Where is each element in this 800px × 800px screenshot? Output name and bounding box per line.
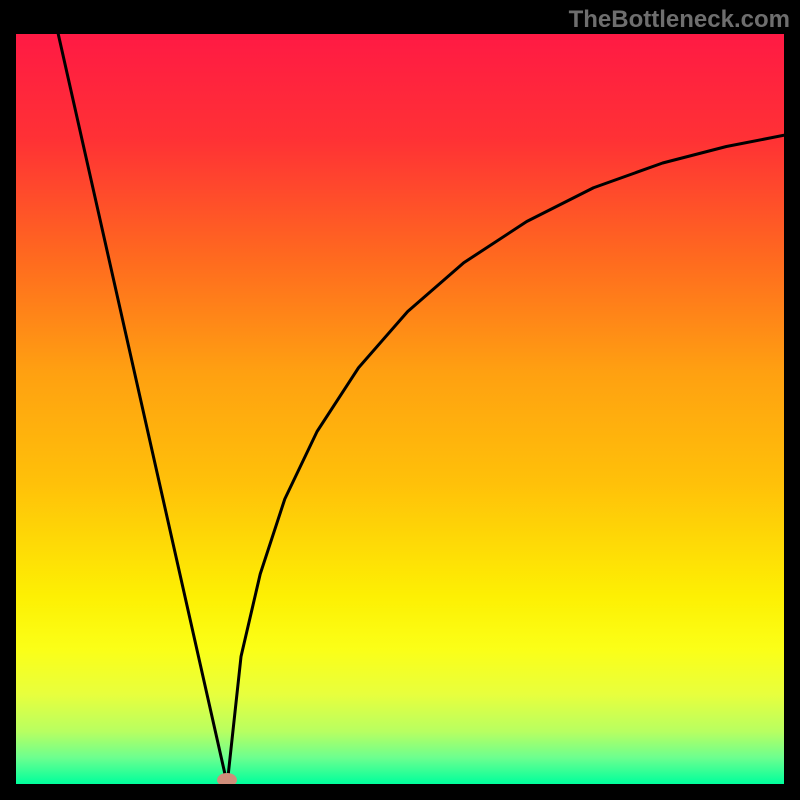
watermark-text: TheBottleneck.com: [569, 6, 790, 34]
chart-container: TheBottleneck.com: [0, 0, 800, 800]
plot-area: [16, 34, 784, 784]
minimum-marker: [217, 773, 237, 784]
curve-svg: [16, 34, 784, 784]
bottleneck-curve: [58, 34, 784, 784]
